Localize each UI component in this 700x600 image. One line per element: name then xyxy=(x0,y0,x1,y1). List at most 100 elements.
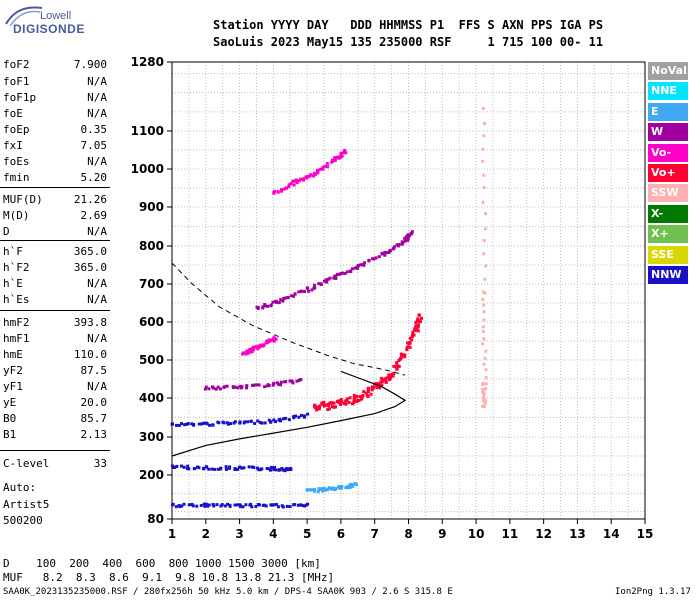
param-name: foEp xyxy=(3,123,30,136)
data-point xyxy=(299,177,303,181)
data-point xyxy=(408,345,412,349)
param-row: foF1p N/A xyxy=(0,91,110,106)
data-point xyxy=(207,387,211,391)
data-point xyxy=(321,165,325,169)
data-point xyxy=(201,421,205,425)
data-point xyxy=(318,404,322,408)
data-point xyxy=(272,466,276,470)
data-point xyxy=(275,502,279,506)
data-point xyxy=(367,386,371,390)
data-point xyxy=(357,398,361,402)
data-point xyxy=(345,485,349,489)
data-point xyxy=(249,419,253,423)
y-tick-label: 300 xyxy=(139,430,164,444)
data-point xyxy=(358,395,362,399)
footer-file-info: SAA0K_2023135235000.RSF / 280fx256h 50 k… xyxy=(3,587,453,597)
data-point xyxy=(481,342,485,346)
data-point xyxy=(252,345,256,349)
data-point xyxy=(322,400,326,404)
auto-code: 500200 xyxy=(3,514,43,527)
legend-item-nne: NNE xyxy=(648,82,688,101)
data-point xyxy=(326,165,330,169)
data-point xyxy=(269,503,273,507)
x-tick-label: 15 xyxy=(637,527,654,541)
data-point xyxy=(416,318,420,322)
param-name: hmF2 xyxy=(3,316,30,329)
data-point xyxy=(305,176,309,180)
param-name: B1 xyxy=(3,428,17,441)
data-point xyxy=(403,239,407,243)
data-point xyxy=(316,168,320,172)
data-point xyxy=(281,505,285,509)
data-point xyxy=(278,417,282,421)
data-point xyxy=(417,313,421,317)
data-point xyxy=(252,383,256,387)
data-point xyxy=(204,385,208,389)
param-row: yE 20.0 xyxy=(0,396,110,411)
header-row-1: Station YYYY DAY DDD HHMMSS P1 FFS S AXN… xyxy=(213,18,604,32)
data-point xyxy=(263,303,267,307)
data-point xyxy=(482,318,486,322)
data-point xyxy=(245,386,249,390)
x-tick-label: 3 xyxy=(235,527,243,541)
data-point xyxy=(347,484,351,488)
data-point xyxy=(410,230,414,234)
data-point xyxy=(212,386,216,390)
data-point xyxy=(299,413,303,417)
data-point xyxy=(379,380,383,384)
param-name: fmin xyxy=(3,171,30,184)
data-point xyxy=(177,423,181,427)
data-point xyxy=(222,421,226,425)
data-point xyxy=(482,186,486,190)
data-point xyxy=(344,402,348,406)
data-point xyxy=(286,468,290,472)
param-row: h`F2 365.0 xyxy=(0,261,110,276)
data-point xyxy=(302,177,306,181)
data-point xyxy=(244,352,248,356)
data-point xyxy=(484,264,488,268)
data-point xyxy=(199,422,203,426)
data-point xyxy=(369,392,373,396)
data-point xyxy=(370,388,374,392)
data-point xyxy=(348,396,352,400)
param-value: 87.5 xyxy=(80,364,108,377)
data-point xyxy=(375,382,379,386)
data-point xyxy=(317,488,321,492)
data-point xyxy=(250,465,254,469)
data-point xyxy=(332,487,336,491)
data-point xyxy=(309,488,313,492)
data-point xyxy=(216,385,220,389)
data-point xyxy=(248,347,252,351)
param-divider xyxy=(0,450,110,451)
data-point xyxy=(265,340,269,343)
data-point xyxy=(414,324,418,328)
data-point xyxy=(214,387,218,391)
data-point xyxy=(483,291,487,295)
data-point xyxy=(219,466,223,470)
data-point xyxy=(269,465,273,469)
data-point xyxy=(259,343,263,347)
param-name: C-level xyxy=(3,457,50,470)
data-point xyxy=(345,399,349,403)
data-point xyxy=(380,251,384,255)
data-point xyxy=(403,355,407,359)
data-point xyxy=(320,402,324,406)
data-point xyxy=(203,421,207,425)
data-point xyxy=(238,465,242,469)
data-point xyxy=(252,466,256,470)
data-point xyxy=(381,378,385,382)
data-point xyxy=(408,336,412,340)
data-point xyxy=(289,467,293,471)
data-point xyxy=(242,466,246,470)
data-point xyxy=(361,263,365,267)
param-row: fmin 5.20 xyxy=(0,171,110,186)
data-point xyxy=(266,304,270,308)
data-point xyxy=(282,297,286,301)
data-point xyxy=(303,504,307,508)
data-point xyxy=(288,505,292,509)
data-point xyxy=(415,328,419,332)
footer-d-row: D 100 200 400 600 800 1000 1500 3000 [km… xyxy=(3,557,321,570)
data-point xyxy=(224,467,228,471)
data-point xyxy=(272,339,276,343)
data-point xyxy=(208,423,212,427)
